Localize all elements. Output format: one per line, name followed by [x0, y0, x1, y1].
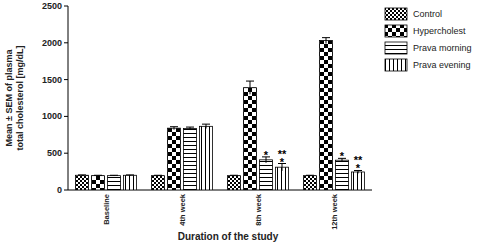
error-bar: [154, 175, 162, 177]
error-cap: [78, 174, 86, 175]
error-cap: [126, 174, 134, 175]
y-tick-label: 1500: [42, 75, 62, 85]
bar: [168, 128, 181, 190]
error-bar: [126, 174, 134, 176]
y-tick: [64, 153, 68, 154]
plot-area: [76, 38, 365, 190]
y-tick-label: 2000: [42, 38, 62, 48]
y-tick-label: 2500: [42, 1, 62, 11]
annotation: *: [340, 150, 345, 162]
bar: [124, 175, 137, 190]
bar: [92, 176, 105, 190]
x-tick-label: 4th week: [178, 193, 187, 226]
legend-swatch: [385, 8, 407, 20]
bar: [152, 176, 165, 190]
error-bar: [202, 124, 210, 128]
legend-label: Prava morning: [413, 43, 472, 53]
y-axis: [68, 6, 69, 190]
bar: [260, 160, 273, 190]
bar: [320, 41, 333, 190]
bar: [336, 160, 349, 190]
error-bar: [322, 38, 330, 44]
error-bar: [78, 174, 86, 176]
y-tick-label: 1000: [42, 111, 62, 121]
bar: [304, 176, 317, 190]
bar: [228, 176, 241, 190]
error-bar: [94, 175, 102, 177]
annotation: *: [280, 156, 285, 168]
error-cap: [322, 37, 330, 38]
annotation: *: [356, 162, 361, 174]
bar: [352, 172, 365, 190]
error-bar: [306, 175, 314, 177]
error-cap: [110, 175, 118, 176]
error-cap: [230, 175, 238, 176]
y-tick: [64, 6, 68, 7]
y-tick: [64, 190, 68, 191]
error-cap: [246, 81, 254, 82]
legend-swatch: [385, 59, 407, 71]
x-tick-label: 8th week: [254, 193, 263, 226]
error-cap: [186, 127, 194, 128]
error-stem: [326, 38, 327, 44]
x-tick-label: 12th week: [330, 193, 339, 230]
bar: [108, 176, 121, 190]
legend-swatch: [385, 25, 407, 37]
error-bar: [246, 81, 254, 94]
x-axis-label: Duration of the study: [178, 231, 279, 242]
error-bar: [186, 127, 194, 130]
annotation: *: [264, 149, 269, 161]
legend: Control Hypercholest Prava morning Prava ev…: [385, 8, 472, 71]
y-tick-label: 500: [47, 148, 62, 158]
legend-label: Control: [413, 9, 442, 19]
annotations: ********: [264, 148, 363, 175]
error-bar: [230, 175, 238, 177]
error-cap: [202, 124, 210, 125]
error-stem: [250, 81, 251, 94]
y-axis-label-line: total cholesterol [mg/dL]: [15, 45, 25, 150]
error-cap: [154, 175, 162, 176]
bar: [76, 175, 89, 190]
y-tick: [64, 79, 68, 80]
y-axis-label: Mean ± SEM of plasmatotal cholesterol [m…: [4, 45, 25, 150]
error-bar: [110, 175, 118, 177]
y-tick-label: 0: [57, 185, 62, 195]
legend-label: Prava evening: [413, 60, 471, 70]
y-axis-label-line: Mean ± SEM of plasma: [4, 49, 14, 147]
legend-label: Hypercholest: [413, 26, 466, 36]
error-cap: [306, 175, 314, 176]
x-tick-label: Baseline: [102, 194, 111, 225]
chart: 0 500 1000 1500 2000 2500 Mean ± SEM of plasma…: [0, 0, 500, 243]
error-cap: [94, 175, 102, 176]
y-tick: [64, 116, 68, 117]
bar: [200, 126, 213, 190]
y-tick: [64, 42, 68, 43]
bar: [244, 88, 257, 190]
bar: [184, 129, 197, 190]
legend-swatch: [385, 42, 407, 54]
error-bar: [170, 127, 178, 130]
error-cap: [170, 126, 178, 127]
error-stem: [206, 124, 207, 128]
